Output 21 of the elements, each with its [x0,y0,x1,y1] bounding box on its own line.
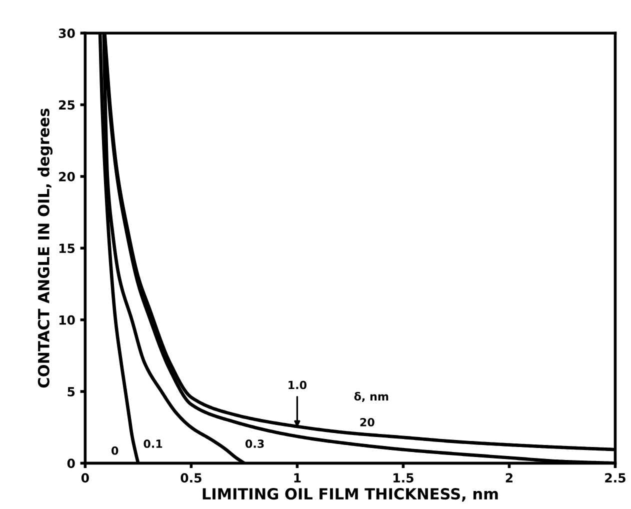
x-tick-label: 2.5 [605,473,626,483]
x-tick-label: 1 [294,473,301,482]
y-tick-label: 0 [67,458,75,468]
x-tick-label: 0.5 [180,473,202,483]
y-tick-label: 5 [68,387,75,396]
annotation: δ, nm [354,392,388,402]
annotation: 0 [112,446,118,455]
y-tick-label: 20 [59,172,75,182]
x-tick-label: 2 [506,473,512,482]
x-axis-title: LIMITING OIL FILM THICKNESS, nm [202,488,498,502]
y-tick-label: 30 [58,28,75,38]
x-tick-label: 0 [81,473,89,483]
annotation: 0.3 [245,440,264,448]
x-tick-label: 1.5 [394,473,414,483]
annotation: 0.1 [144,440,162,448]
annotation: 1.0 [288,380,307,390]
annotation: 20 [360,418,374,426]
y-tick-label: 15 [59,244,75,254]
y-tick-label: 10 [59,315,75,325]
y-tick-label: 25 [59,100,75,110]
y-axis-title: CONTACT ANGLE IN OIL, degrees [38,108,53,388]
